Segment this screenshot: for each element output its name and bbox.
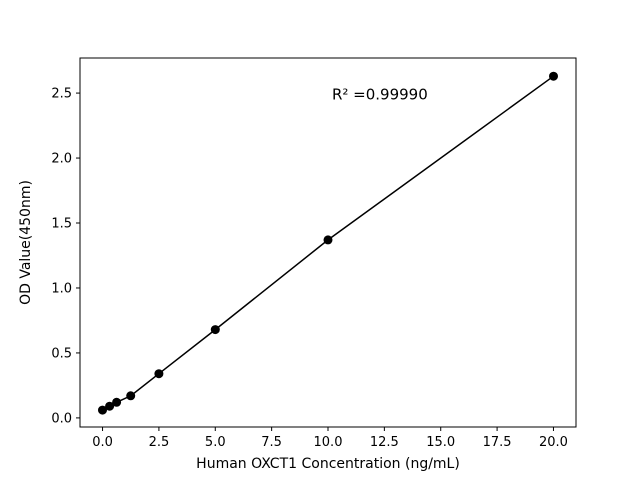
- x-tick-label: 17.5: [483, 435, 512, 450]
- data-point: [323, 235, 333, 245]
- y-tick-label: 2.0: [51, 152, 72, 167]
- x-tick-label: 15.0: [426, 435, 455, 450]
- x-tick-label: 12.5: [370, 435, 399, 450]
- y-tick-label: 2.5: [51, 87, 72, 102]
- r-squared-annotation: R² =0.99990: [332, 86, 428, 104]
- x-tick-label: 10.0: [314, 435, 343, 450]
- x-tick-label: 7.5: [261, 435, 282, 450]
- data-point: [210, 325, 220, 335]
- y-tick-label: 0.0: [51, 411, 72, 426]
- data-point: [112, 397, 122, 407]
- data-point: [549, 71, 558, 81]
- y-tick-label: 1.5: [51, 217, 72, 232]
- y-tick-label: 1.0: [51, 281, 72, 296]
- x-tick-label: 20.0: [539, 435, 568, 450]
- x-axis-label: Human OXCT1 Concentration (ng/mL): [196, 456, 460, 472]
- data-point: [126, 391, 136, 401]
- data-point: [154, 369, 164, 379]
- x-tick-label: 2.5: [149, 435, 170, 450]
- data-point: [105, 401, 115, 411]
- data-point: [98, 405, 107, 415]
- y-axis-label: OD Value(450nm): [18, 180, 34, 305]
- x-tick-label: 5.0: [205, 435, 226, 450]
- y-tick-label: 0.5: [51, 346, 72, 361]
- x-tick-label: 0.0: [92, 435, 113, 450]
